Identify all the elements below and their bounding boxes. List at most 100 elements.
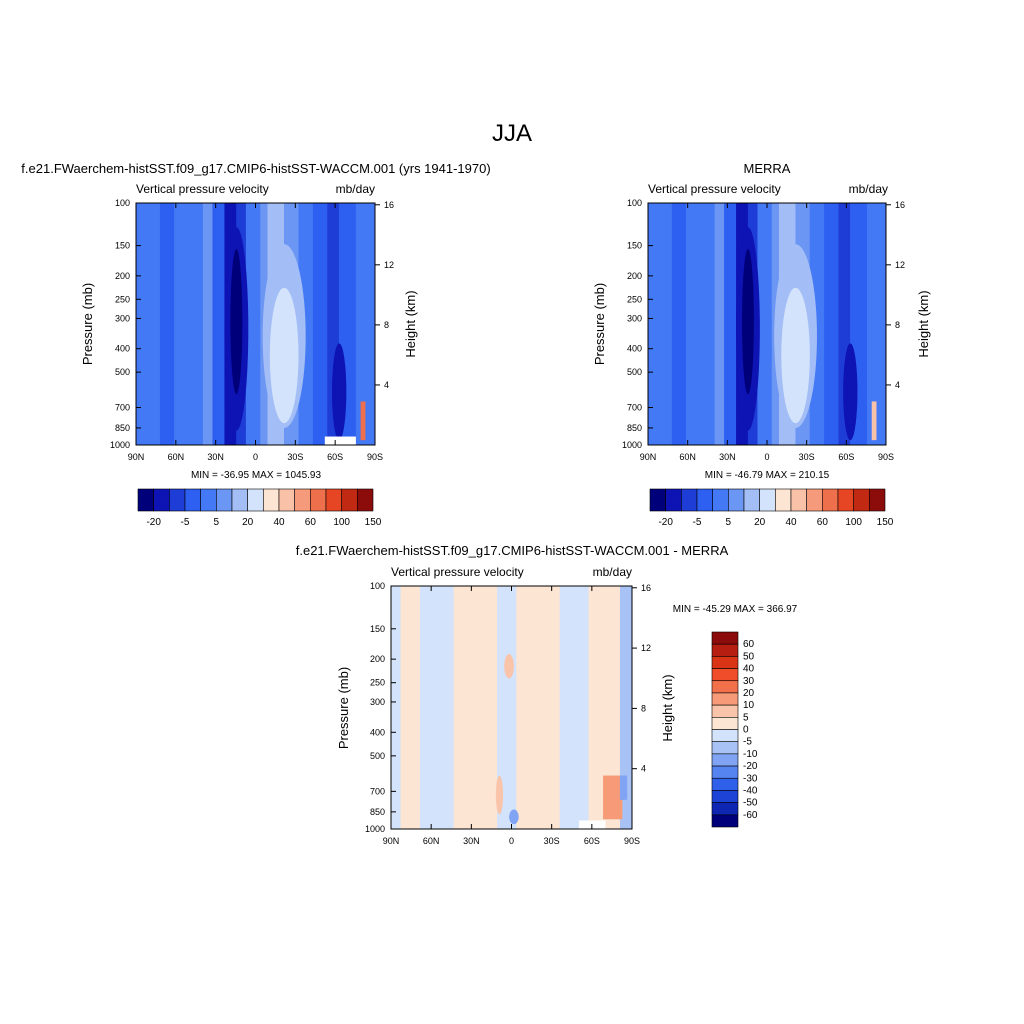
panel-diff-ytick-label: 400: [370, 727, 385, 737]
panel-model-ytick-label: 700: [115, 403, 130, 413]
panel-diff-ytick-label: 1000: [365, 824, 385, 834]
figure-title: JJA: [492, 120, 532, 147]
colorbar-model-label: 40: [273, 517, 285, 528]
panel-diff-ytick-label: 700: [370, 786, 385, 796]
colorbar-diff-label: -20: [743, 761, 758, 772]
panel-model-ylabel: Pressure (mb): [80, 283, 95, 365]
colorbar-obs-label: -20: [658, 517, 673, 528]
colorbar-diff-swatch: [711, 729, 739, 742]
panel-diff-units: mb/day: [593, 565, 632, 579]
colorbar-obs-swatch: [681, 488, 698, 512]
colorbar-diff-swatch: [711, 765, 739, 779]
colorbar-diff-label: 50: [743, 651, 755, 662]
colorbar-model-swatch: [263, 488, 280, 512]
panel-obs-minmax: MIN = -46.79 MAX = 210.15: [705, 470, 830, 481]
colorbar-obs-swatch: [822, 488, 839, 512]
panel-model-units: mb/day: [336, 182, 375, 196]
panel-diff-band: [391, 586, 401, 829]
panel-obs-xtick-label: 30S: [799, 452, 815, 462]
panel-diff-xtick-label: 30S: [544, 836, 560, 846]
panel-model-core-inner: [269, 287, 299, 424]
panel-diff-rtick-label: 8: [641, 703, 646, 713]
colorbar-obs-swatch: [712, 488, 729, 512]
panel-obs-rtick-label: 16: [895, 200, 905, 210]
colorbar-diff-label: 10: [743, 700, 755, 711]
colorbar-model-label: 20: [242, 517, 254, 528]
panel-diff-ytick-label: 150: [370, 624, 385, 634]
panel-obs-units: mb/day: [849, 182, 888, 196]
panel-model-band: [174, 203, 203, 445]
colorbar-obs-label: 100: [845, 517, 862, 528]
colorbar-diff-label: -10: [743, 749, 758, 760]
panel-model-xtick-label: 30S: [287, 452, 303, 462]
panel-diff-xtick-label: 30N: [463, 836, 480, 846]
panel-diff-subtitle-left: Vertical pressure velocity: [391, 565, 524, 579]
panel-obs-band: [648, 203, 672, 445]
panel-model-band: [212, 203, 225, 445]
panel-diff-band: [559, 586, 589, 829]
colorbar-obs-swatch: [696, 488, 713, 512]
panel-model-ytick-label: 400: [115, 344, 130, 354]
colorbar-model-swatch: [231, 488, 248, 512]
panel-obs-surface-streak: [871, 401, 877, 441]
panel-obs-rtick-label: 12: [895, 260, 905, 270]
panel-obs-ytick-label: 850: [627, 423, 642, 433]
panel-model: f.e21.FWaerchem-histSST.f09_g17.CMIP6-hi…: [21, 161, 490, 481]
panel-model-ytick-label: 150: [115, 241, 130, 251]
panel-obs-rtick-label: 4: [895, 380, 900, 390]
panel-model-ytick-label: 250: [115, 294, 130, 304]
panel-model-subtitle-left: Vertical pressure velocity: [136, 182, 269, 196]
panel-model-ytick-label: 200: [115, 271, 130, 281]
panel-obs-band: [838, 203, 851, 445]
panel-model-field: [136, 203, 375, 445]
panel-model-missing-strip: [324, 436, 356, 445]
panel-obs-ytick-label: 1000: [622, 440, 642, 450]
panel-obs-band: [724, 203, 737, 445]
colorbar-diff-label: -30: [743, 773, 758, 784]
panel-diff-field: [391, 586, 632, 829]
panel-model-ytick-label: 100: [115, 198, 130, 208]
colorbar-obs-label: 60: [817, 517, 829, 528]
panel-diff-south-positive: [603, 775, 623, 820]
panel-model-band: [245, 203, 261, 445]
colorbar-obs-swatch: [665, 488, 682, 512]
panel-model-ytick-label: 300: [115, 313, 130, 323]
colorbar-model-swatch: [216, 488, 233, 512]
panel-model-band: [159, 203, 175, 445]
panel-obs-core-inner: [781, 287, 810, 424]
colorbar-diff-swatch: [711, 704, 739, 718]
panel-diff-blob-negative: [509, 809, 519, 825]
panel-obs-band: [714, 203, 725, 445]
panel-model-ytick-label: 500: [115, 367, 130, 377]
panel-model-xtick-label: 0: [253, 452, 258, 462]
colorbar-model-swatch: [357, 488, 374, 512]
panel-obs-south-ascent: [843, 343, 858, 441]
colorbar-model-swatch: [137, 488, 154, 512]
panel-obs: MERRA Vertical pressure velocity mb/day …: [592, 161, 931, 481]
panel-model-rtick-label: 8: [384, 320, 389, 330]
colorbar-diff-swatch: [711, 753, 739, 767]
panel-model-band: [327, 203, 340, 445]
panel-diff-band: [419, 586, 454, 829]
panel-diff-xtick-label: 90N: [383, 836, 400, 846]
panel-obs-xtick-label: 60S: [838, 452, 854, 462]
panel-diff-rtick-label: 16: [641, 583, 651, 593]
panel-obs-ylabel-right: Height (km): [916, 290, 931, 357]
panel-model-rtick-label: 16: [384, 200, 394, 210]
colorbar-diff-swatch: [711, 777, 739, 791]
panel-obs-title: MERRA: [744, 161, 791, 176]
colorbar-model-swatch: [310, 488, 327, 512]
colorbar-obs-label: 150: [877, 517, 894, 528]
panel-model-band: [355, 203, 375, 445]
panel-model-surface-streak: [360, 401, 366, 441]
panel-obs-rtick-label: 8: [895, 320, 900, 330]
panel-model-xtick-label: 90S: [367, 452, 383, 462]
colorbar-diff-swatch: [711, 680, 739, 694]
colorbar-model-swatch: [153, 488, 170, 512]
colorbar-obs-label: -5: [693, 517, 702, 528]
colorbar-model-swatch: [341, 488, 358, 512]
colorbar-obs-swatch: [743, 488, 760, 512]
panel-obs-xtick-label: 90N: [640, 452, 657, 462]
panel-obs-ylabel: Pressure (mb): [592, 283, 607, 365]
